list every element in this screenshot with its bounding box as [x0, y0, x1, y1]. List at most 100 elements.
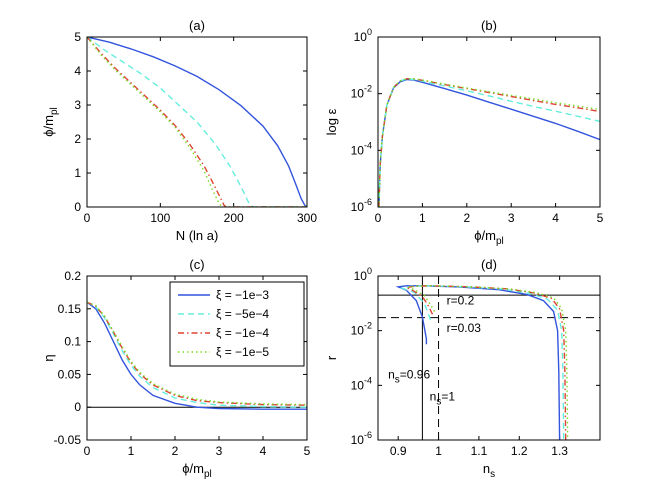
x-tick-label: 1: [435, 444, 442, 458]
y-axis-label-main: η: [41, 354, 56, 361]
x-tick-label: 2: [172, 444, 179, 458]
y-tick-exponent: -4: [364, 140, 372, 150]
y-tick-label: 3: [74, 98, 81, 112]
plot-area: [378, 276, 600, 440]
y-axis-label-main: r: [324, 355, 339, 360]
axes-frame: [377, 36, 601, 208]
x-axis-label: N (ln a): [176, 228, 219, 243]
x-tick-label: 3: [508, 211, 515, 225]
plot-area: [378, 77, 600, 207]
annotation-suffix: =0.96: [400, 368, 431, 382]
series-line-xi_1e4: [378, 77, 600, 207]
annotation: r=0.2: [447, 294, 475, 308]
y-tick-base: 10: [351, 143, 365, 157]
series-line-xi_5e4: [87, 37, 307, 207]
x-tick-label: 4: [260, 444, 267, 458]
x-tick-label: 300: [297, 211, 317, 225]
y-tick-exponent: -2: [364, 321, 372, 331]
series-line-xi_1e5: [87, 37, 307, 207]
annotation-suffix: =1: [441, 389, 455, 403]
x-axis-label: ϕ/mpl: [474, 228, 504, 247]
y-tick-base: 10: [351, 378, 365, 392]
x-tick-label: 4: [552, 211, 559, 225]
y-tick-base: 10: [351, 87, 365, 101]
x-tick-label: 0: [375, 211, 382, 225]
y-tick-label: -0.05: [54, 433, 82, 447]
y-tick-label: 10-6: [351, 430, 372, 447]
axes-frame: [86, 36, 308, 208]
y-tick-base: 10: [351, 433, 365, 447]
y-tick-label: 10-6: [351, 197, 372, 214]
x-tick-label: 200: [224, 211, 244, 225]
y-tick-exponent: -6: [364, 430, 372, 440]
legend-label: ξ = −1e−5: [216, 345, 269, 359]
legend-label: ξ = −1e−4: [216, 326, 269, 340]
series-line-xi_1e3: [87, 37, 307, 207]
series-line-xi_5e4: [399, 285, 565, 440]
annotation: ns=0.96: [388, 368, 430, 386]
y-tick-label: 10-2: [351, 321, 372, 338]
y-tick-label: 10-4: [351, 140, 372, 157]
y-tick-label: 0.2: [64, 269, 81, 283]
legend: ξ = −1e−3 ξ = −5e−4 ξ = −1e−4 ξ = −1e−5: [169, 281, 305, 367]
series-line-xi_1e5: [408, 285, 569, 440]
panel-title: (c): [189, 257, 204, 272]
x-tick-label: 0: [84, 211, 91, 225]
annotation-main: n: [388, 368, 395, 382]
annotation: r=0.03: [447, 321, 482, 335]
y-tick-label: 1: [74, 166, 81, 180]
series-line-xi_1e4: [87, 37, 307, 207]
y-axis-label: r: [324, 355, 339, 360]
series-line-xi_5e4: [378, 78, 600, 207]
y-tick-label: 2: [74, 132, 81, 146]
series-line-xi_5e4: [87, 301, 307, 408]
y-tick-label: 10-4: [351, 375, 372, 392]
x-tick-label: 5: [304, 444, 311, 458]
x-tick-label: 1.3: [551, 444, 568, 458]
legend-label: ξ = −5e−4: [216, 307, 269, 321]
x-axis-label-main: n: [483, 461, 490, 476]
y-tick-base: 10: [354, 269, 368, 283]
series-line-xi_1e5: [378, 78, 600, 207]
x-tick-label: 1.1: [471, 444, 488, 458]
annotation-main: n: [430, 389, 437, 403]
series-line-xi_1e3: [378, 78, 600, 207]
x-tick-label: 2: [463, 211, 470, 225]
x-axis-label-main: ϕ/m: [182, 461, 204, 476]
x-tick-label: 0: [84, 444, 91, 458]
panel-d: (d)0.9 1 1.1 1.2 1.310-610-410-2100nsrr=0.2r…: [324, 257, 601, 480]
x-axis-label-main: ϕ/m: [474, 228, 496, 243]
x-tick-label: 1: [419, 211, 426, 225]
x-tick-label: 0.9: [390, 444, 407, 458]
plot-area: [87, 37, 307, 207]
y-tick-base: 10: [354, 30, 368, 44]
y-axis-label: log ε: [324, 108, 339, 135]
y-tick-exponent: -4: [364, 375, 372, 385]
y-axis-label-main: log ε: [324, 108, 339, 135]
y-tick-label: 10-2: [351, 84, 372, 101]
axes-frame: [86, 275, 308, 441]
panel-a: (a) 0 100 200 300 0 1 2 3 4 5 N (ln a) ϕ/mpl: [41, 18, 317, 243]
y-tick-label: 0: [74, 400, 81, 414]
legend-label: ξ = −1e−3: [216, 288, 269, 302]
y-tick-label: 100: [354, 27, 372, 44]
x-tick-label: 1.2: [511, 444, 528, 458]
panel-title: (b): [481, 18, 497, 33]
series-line-xi_1e4: [403, 285, 567, 440]
y-axis-label: η: [41, 354, 56, 361]
y-tick-label: 4: [74, 64, 81, 78]
plot-area: [87, 301, 307, 410]
y-tick-label: 0.15: [58, 302, 82, 316]
x-tick-label: 100: [150, 211, 170, 225]
x-axis-label-main: N (ln a): [176, 228, 219, 243]
x-tick-label: 5: [597, 211, 604, 225]
series-line-xi_1e3: [87, 301, 307, 410]
y-tick-label: 100: [354, 266, 372, 283]
y-axis-label: ϕ/mpl: [41, 107, 60, 137]
x-axis-label-sub: pl: [204, 469, 212, 480]
y-tick-label: 0: [74, 200, 81, 214]
